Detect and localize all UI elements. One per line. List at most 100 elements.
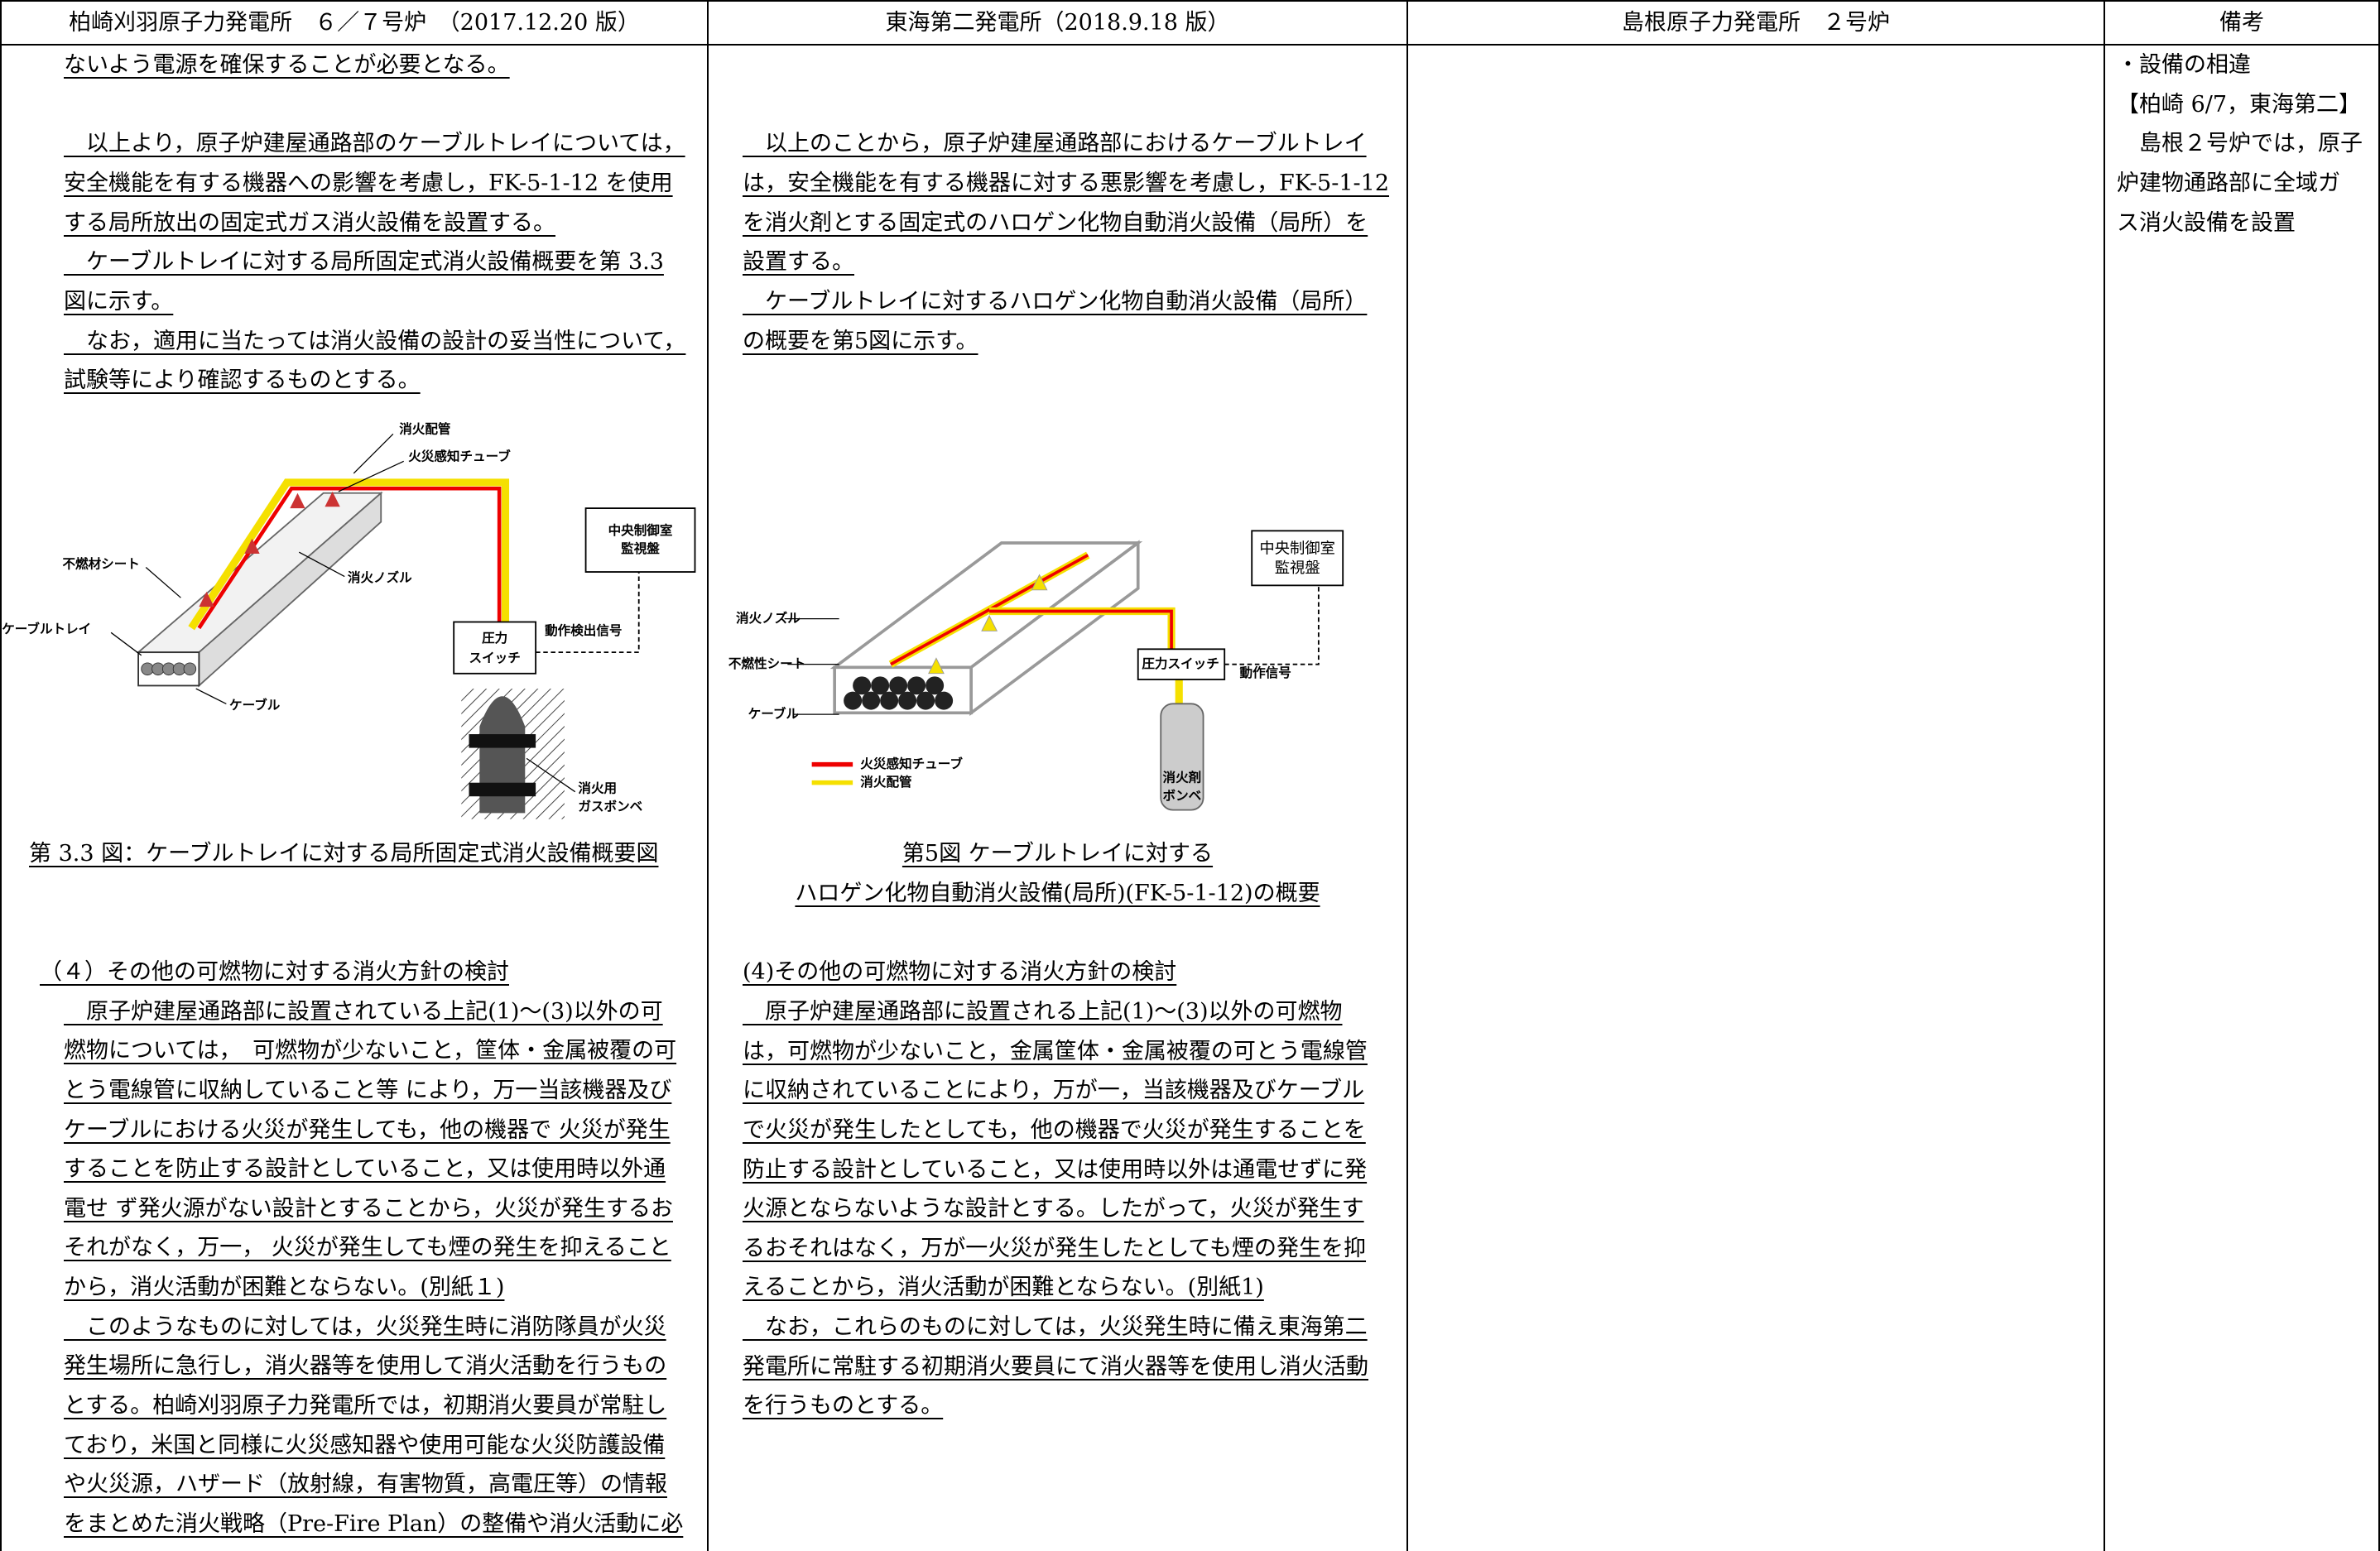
text-line: それがなく，万一， 火災が発生しても煙の発生を抑えること [64,1235,671,1261]
text-line: 原子炉建屋通路部に設置されている上記(1)～(3)以外の可 [64,998,663,1025]
text-line: 電せ ず発火源がない設計とすることから，火災が発生するお [64,1195,673,1222]
text-line: 原子炉建屋通路部に設置される上記(1)～(3)以外の可燃物 [743,998,1343,1025]
text-line: する局所放出の固定式ガス消火設備を設置する。 [64,209,555,236]
text-line: 島根２号炉では，原子 [2117,131,2363,157]
label: 消火配管 [399,420,450,436]
text-line: 第5図 ケーブルトレイに対する [902,841,1214,867]
column-tokai: 東海第二発電所（2018.9.18 版） 以上のことから，原子炉建屋通路部におけ… [709,0,1408,1551]
paragraph: 原子炉建屋通路部に設置されている上記(1)～(3)以外の可 燃物については， 可燃… [2,992,707,1544]
text-line: 炉建物通路部に全域ガ [2117,170,2340,196]
caption: 第5図 ケーブルトレイに対するハロゲン化物自動消火設備(局所)(FK-5-1-1… [709,834,1406,913]
text-line: で火災が発生したとしても，他の機器で火災が発生することを [743,1116,1366,1143]
text-line: ケーブルトレイに対するハロゲン化物自動消火設備（局所） [743,288,1368,315]
text-line: なお，適用に当たっては消火設備の設計の妥当性について， [64,328,686,354]
band [469,733,536,748]
label: 中央制御室 [1259,540,1335,558]
text-line: ており，米国と同様に火災感知器や使用可能な火災防護設備 [64,1432,666,1458]
column-shimane: 島根原子力発電所 ２号炉 [1408,0,2105,1551]
column-kk: 柏崎刈羽原子力発電所 ６／７号炉 （2017.12.20 版） ないよう電源を確… [0,0,709,1551]
text-line: ケーブルトレイに対する局所固定式消火設備概要を第 3.3 [64,249,664,276]
label: ケーブル [229,697,281,713]
text-line: 火源とならないような設計とする。したがって，火災が発生す [743,1196,1364,1222]
text-line: 図に示す。 [64,288,174,315]
text-line: るおそれはなく，万が一火災が発生したとしても煙の発生を抑 [743,1235,1367,1261]
bottle [1160,703,1204,811]
header-cell: 島根原子力発電所 ２号炉 [1408,0,2104,46]
text-line: を消火剤とする固定式のハロゲン化物自動消火設備（局所）を [743,209,1368,236]
nozzles [928,574,1048,675]
label: 圧力スイッチ [1142,655,1219,671]
text-line: とう電線管に収納していること等 により，万一当該機器及び [64,1077,672,1103]
label: ケーブルトレイ [2,621,91,636]
text-line: から，消火活動が困難とならない。(別紙１) [64,1275,505,1301]
label: 不燃材シート [62,555,139,571]
header-cell: 備考 [2105,0,2378,46]
leaders [110,433,576,793]
label: ボンベ [1163,789,1202,804]
cables [844,676,954,710]
text-line: することを防止する設計としていること，又は使用時以外通 [64,1156,666,1183]
caption: 第 3.3 図：ケーブルトレイに対する局所固定式消火設備概要図 [29,840,659,867]
text-line: 発生場所に急行し，消火器等を使用して消火活動を行うもの [64,1353,667,1380]
label: 消火ノズル [736,610,801,626]
text-line: を行うものとする。 [743,1393,944,1419]
label: 圧力 [482,630,507,646]
text-line: 【柏崎 6/7，東海第二】 [2117,91,2362,118]
text-line: えることから，消火活動が困難とならない。(別紙1) [743,1275,1264,1301]
legend-label: 火災感知チューブ [860,756,963,771]
panel-box [1251,530,1344,587]
text-line: 設置する。 [743,249,854,276]
paragraph: 以上のことから，原子炉建屋通路部におけるケーブルトレイ は，安全機能を有する機器に… [709,124,1406,361]
text-line: は，可燃物が少ないこと，金属筐体・金属被覆の可とう電線管 [743,1038,1368,1064]
signal-line [1224,585,1320,665]
text-line: や火災源，ハザード（放射線，有害物質，高電圧等）の情報 [64,1472,667,1498]
nozzles [199,491,340,607]
text-line: に収納されていることにより，万が一，当該機器及びケーブル [743,1078,1365,1104]
remarks: ・設備の相違 【柏崎 6/7，東海第二】 島根２号炉では，原子 炉建物通路部に全域ガ… [2105,46,2378,242]
band [469,782,536,797]
text-line: 防止する設計としていること，又は使用時以外は通電せずに発 [743,1156,1368,1183]
text-line: とする。柏崎刈羽原子力発電所では，初期消火要員が常駐し [64,1393,667,1419]
switch-box [453,621,537,675]
text-line: は，安全機能を有する機器に対する悪影響を考慮し，FK-5-1-12 [743,170,1390,196]
section-title: （４）その他の可燃物に対する消火方針の検討 [40,958,509,985]
label: ケーブル [748,706,800,722]
header-cell: 東海第二発電所（2018.9.18 版） [709,0,1406,46]
figure: 消火配管 火災感知チューブ 中央制御室 監視盤 不燃材シート 消火ノズル ケーブ… [2,420,696,819]
label: スイッチ [469,651,521,665]
label: 火災感知チューブ [408,448,511,463]
cables [141,662,197,675]
panel-box [584,507,696,573]
header-cell: 柏崎刈羽原子力発電所 ６／７号炉 （2017.12.20 版） [2,0,707,46]
label: ガスボンベ [578,799,642,814]
label: 中央制御室 [608,522,673,538]
tube [197,486,502,629]
text-line: 試験等により確認するものとする。 [64,367,421,394]
text-line: 以上より，原子炉建屋通路部のケーブルトレイについては， [64,131,685,157]
text-line: ハロゲン化物自動消火設備(局所)(FK-5-1-12)の概要 [795,880,1320,906]
legend-label: 消火配管 [860,774,911,790]
pipe [188,478,510,631]
label: 消火ノズル [348,569,412,585]
text-line: 燃物については， 可燃物が少ないこと，筐体・金属被覆の可 [64,1038,677,1064]
text-line: の概要を第5図に示す。 [743,328,978,354]
leaders [784,618,839,716]
text-line: をまとめた消火戦略（Pre-Fire Plan）の整備や消火活動に必 [64,1511,684,1538]
tube [890,554,1089,666]
tube [989,609,1173,650]
text-line: このようなものに対しては，火災発生時に消防隊員が火災 [64,1313,666,1340]
label: 動作信号 [1240,665,1291,680]
paragraph: ないよう電源を確保することが必要となる。 [2,46,707,85]
label: 動作検出信号 [545,622,622,638]
text-line: 以上のことから，原子炉建屋通路部におけるケーブルトレイ [743,131,1367,157]
label: 消火剤 [1163,770,1202,785]
text-line: 発電所に常駐する初期消火要員にて消火器等を使用し消火活動 [743,1353,1368,1380]
text-line: ケーブルにおける火災が発生しても，他の機器で 火災が発生 [64,1116,671,1143]
label: 消火用 [578,780,617,795]
signal-line [536,571,640,653]
label: 監視盤 [621,540,660,556]
section-title: (4)その他の可燃物に対する消火方針の検討 [743,959,1177,986]
text-line: なお，これらのものに対しては，火災発生時に備え東海第二 [743,1314,1368,1341]
paragraph: 以上より，原子炉建屋通路部のケーブルトレイについては， 安全機能を有する機器への影… [2,124,707,401]
